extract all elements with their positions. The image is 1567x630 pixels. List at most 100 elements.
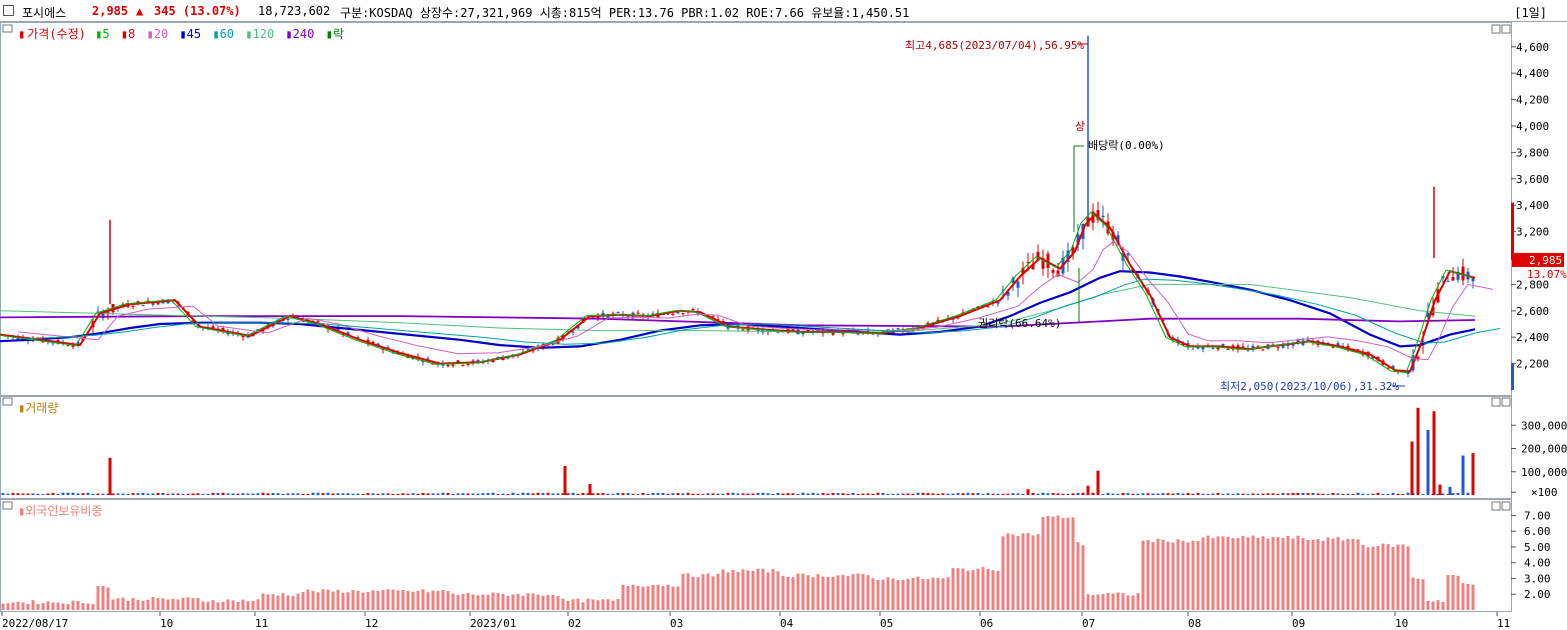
foreign-bar (976, 568, 980, 610)
foreign-bar (776, 571, 780, 610)
foreign-bar (346, 592, 350, 610)
volume-bar (1201, 493, 1205, 495)
foreign-bar (496, 593, 500, 610)
legend-ma20-label: 20 (153, 27, 169, 41)
volume-spike-bar (1461, 455, 1465, 495)
foreign-bar (591, 599, 595, 610)
volume-bar (151, 493, 155, 495)
period-selector[interactable]: [1일] (1514, 6, 1547, 20)
foreign-bar (691, 576, 695, 610)
foreign-bar (1241, 535, 1245, 610)
candle-body (801, 332, 805, 335)
ma-line-45 (0, 270, 1476, 349)
volume-bar (1306, 493, 1310, 495)
foreign-pane-menu-icon[interactable] (2, 501, 13, 510)
change-percent: (13.07%) (182, 4, 241, 18)
foreign-bar (731, 569, 735, 610)
volume-spike-bar (1096, 470, 1100, 495)
foreign-bar (51, 602, 55, 610)
volume-bar (1436, 493, 1440, 495)
candle-body (571, 331, 575, 333)
legend-ma120-label: 120 (252, 27, 275, 41)
candle-body (451, 364, 455, 366)
x-tick-label: 02 (568, 617, 581, 630)
candle-body (1031, 264, 1035, 270)
volume-bar (176, 493, 180, 495)
foreign-bar (526, 593, 530, 610)
volume-bar (76, 493, 80, 495)
volume-bar (691, 493, 695, 495)
volume-bar (106, 493, 110, 495)
foreign-bar (256, 599, 260, 610)
volume-bar (881, 492, 885, 495)
foreign-bar (156, 598, 160, 610)
price-pane-menu-icon[interactable] (2, 24, 13, 33)
volume-bar (56, 493, 60, 495)
foreign-bar (356, 590, 360, 610)
foreign-bar (1446, 575, 1450, 610)
foreign-bar (411, 591, 415, 610)
select-checkbox[interactable] (3, 5, 14, 16)
candle-body (221, 327, 225, 331)
foreign-bar (1191, 540, 1195, 610)
volume-bar (306, 493, 310, 495)
candle-body (496, 357, 500, 359)
foreign-bar (1166, 541, 1170, 610)
candle-body (1056, 270, 1060, 277)
foreign-bar (1196, 541, 1200, 610)
foreign-bar (1161, 539, 1165, 610)
foreign-bar (926, 579, 930, 610)
small-annotation: 상 (1075, 120, 1085, 133)
foreign-bar (1251, 535, 1255, 610)
candle-body (676, 312, 680, 314)
candle-body (1036, 251, 1040, 261)
foreign-bar (1106, 593, 1110, 610)
foreign-bar (1286, 535, 1290, 610)
foreign-bar (891, 578, 895, 610)
candle-body (1001, 289, 1005, 291)
volume-bar (726, 492, 730, 495)
foreign-bar (696, 577, 700, 610)
volume-spike-bar (1086, 485, 1090, 495)
candle-body (831, 332, 835, 335)
candle-body (896, 328, 900, 330)
foreign-bar (1156, 538, 1160, 610)
volume-pane-minimize-icon[interactable] (1491, 397, 1501, 407)
volume-bar (981, 494, 985, 495)
volume-bar (1231, 494, 1235, 495)
price-pane-minimize-icon[interactable] (1491, 24, 1501, 34)
volume-bar (351, 493, 355, 495)
foreign-bar (481, 594, 485, 610)
x-tick-label: 11 (1497, 617, 1510, 630)
foreign-bar (291, 595, 295, 610)
volume-bar (161, 492, 165, 495)
volume-bar (201, 493, 205, 495)
foreign-pane-minimize-icon[interactable] (1491, 501, 1501, 511)
volume-bar (1166, 493, 1170, 495)
foreign-bar (1321, 540, 1325, 610)
volume-tick-label: 100,000 (1521, 466, 1567, 479)
volume-bar (346, 493, 350, 495)
foreign-bar (76, 600, 80, 610)
foreign-bar (1021, 533, 1025, 610)
foreign-pane-close-icon[interactable] (1501, 501, 1511, 511)
foreign-bar (671, 586, 675, 610)
volume-pane-close-icon[interactable] (1501, 397, 1511, 407)
header-bar: 포시에스 2,985 ▲ 345 (13.07%) 18,723,602 구분:… (0, 0, 1567, 22)
stock-name: 포시에스 (22, 6, 67, 20)
price-pane (0, 22, 1512, 396)
stock-chart[interactable]: ×100 100,000 200,000 300,000 2.00 3.00 4.00 5.… (0, 22, 1567, 630)
change-value: 345 (154, 4, 176, 18)
volume-spike-bar (588, 483, 592, 495)
volume-bar (1391, 493, 1395, 495)
foreign-bar (81, 602, 85, 610)
volume-bar (936, 493, 940, 495)
foreign-bar (1406, 546, 1410, 610)
volume-bar (676, 493, 680, 495)
foreign-bar (1341, 540, 1345, 610)
volume-bar (496, 494, 500, 495)
candle-body (151, 302, 155, 305)
volume-pane-menu-icon[interactable] (2, 397, 13, 406)
foreign-bar (1016, 535, 1020, 610)
price-pane-close-icon[interactable] (1501, 24, 1511, 34)
